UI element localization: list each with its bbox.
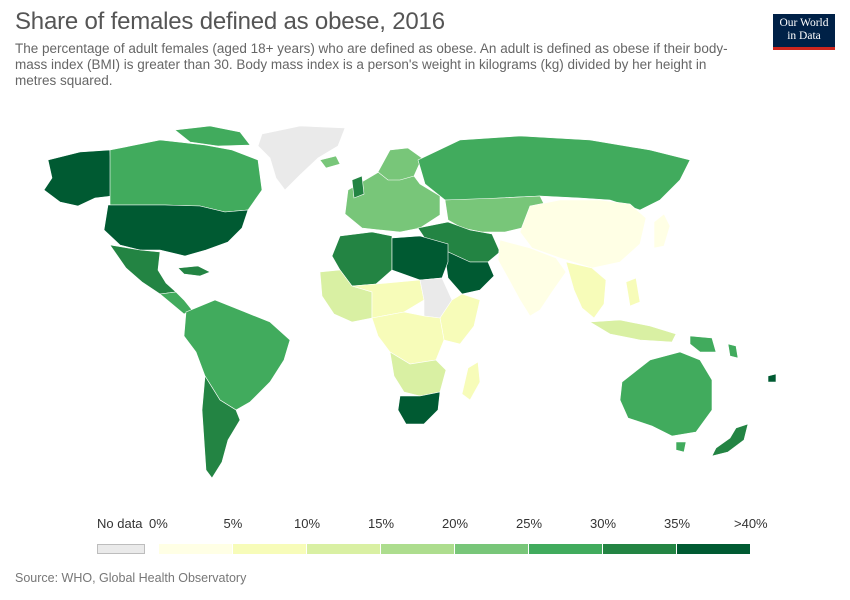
region-canada-islands[interactable] bbox=[174, 125, 251, 147]
legend-bin-0[interactable] bbox=[159, 544, 233, 554]
region-japan[interactable] bbox=[653, 213, 671, 249]
region-india[interactable] bbox=[497, 239, 567, 317]
legend-bin-7[interactable] bbox=[677, 544, 751, 554]
region-caribbean[interactable] bbox=[177, 265, 211, 277]
legend-tick-label: 20% bbox=[442, 516, 469, 531]
legend-tick-label: 25% bbox=[516, 516, 543, 531]
region-greenland[interactable] bbox=[257, 125, 346, 191]
region-australia[interactable] bbox=[619, 351, 713, 437]
region-pacific-islands[interactable] bbox=[767, 373, 777, 383]
region-south-africa[interactable] bbox=[397, 391, 441, 425]
region-pacific-islands-2[interactable] bbox=[727, 343, 739, 359]
region-new-zealand[interactable] bbox=[711, 423, 749, 457]
legend-bin-2[interactable] bbox=[307, 544, 381, 554]
region-russia[interactable] bbox=[417, 135, 691, 211]
region-tasmania[interactable] bbox=[675, 441, 687, 453]
legend-no-data-label: No data bbox=[97, 516, 143, 531]
region-canada[interactable] bbox=[109, 139, 263, 213]
region-indonesia[interactable] bbox=[589, 319, 677, 343]
legend-tick-label: 0% bbox=[149, 516, 168, 531]
region-southern-cone[interactable] bbox=[201, 375, 241, 479]
region-alaska[interactable] bbox=[43, 149, 113, 207]
region-saudi[interactable] bbox=[443, 249, 495, 295]
legend-tick-label-end: >40% bbox=[734, 516, 768, 531]
logo-line1: Our World bbox=[779, 17, 829, 29]
region-central-africa[interactable] bbox=[371, 311, 445, 365]
region-mexico[interactable] bbox=[109, 244, 177, 295]
legend-bin-5[interactable] bbox=[529, 544, 603, 554]
legend-no-data-swatch[interactable] bbox=[97, 544, 145, 554]
region-south-america[interactable] bbox=[183, 299, 291, 411]
region-uk[interactable] bbox=[351, 175, 365, 199]
region-iceland[interactable] bbox=[319, 155, 341, 169]
region-china[interactable] bbox=[519, 199, 647, 269]
region-se-asia[interactable] bbox=[565, 261, 607, 319]
legend-bin-6[interactable] bbox=[603, 544, 677, 554]
legend-bin-1[interactable] bbox=[233, 544, 307, 554]
legend-bin-3[interactable] bbox=[381, 544, 455, 554]
legend-color-bar bbox=[159, 544, 751, 554]
legend-tick-label: 10% bbox=[294, 516, 321, 531]
legend-tick-label: 30% bbox=[590, 516, 617, 531]
region-libya-egypt[interactable] bbox=[391, 235, 449, 281]
region-philippines[interactable] bbox=[625, 277, 641, 307]
region-central-america[interactable] bbox=[159, 291, 193, 315]
region-madagascar[interactable] bbox=[461, 361, 481, 401]
legend-tick-label: 15% bbox=[368, 516, 395, 531]
source-note: Source: WHO, Global Health Observatory bbox=[15, 571, 247, 585]
region-scandinavia[interactable] bbox=[377, 147, 423, 181]
region-usa[interactable] bbox=[103, 204, 249, 257]
page-title: Share of females defined as obese, 2016 bbox=[15, 8, 445, 35]
owid-logo[interactable]: Our World in Data bbox=[773, 14, 835, 50]
region-east-africa[interactable] bbox=[439, 293, 481, 345]
region-central-asia[interactable] bbox=[444, 195, 549, 233]
legend-bin-4[interactable] bbox=[455, 544, 529, 554]
page-subtitle: The percentage of adult females (aged 18… bbox=[15, 41, 728, 88]
logo-line2: in Data bbox=[787, 30, 821, 42]
legend-tick-label: 35% bbox=[664, 516, 691, 531]
region-sahel[interactable] bbox=[351, 279, 425, 319]
region-png[interactable] bbox=[689, 335, 717, 353]
legend-tick-label: 5% bbox=[223, 516, 243, 531]
